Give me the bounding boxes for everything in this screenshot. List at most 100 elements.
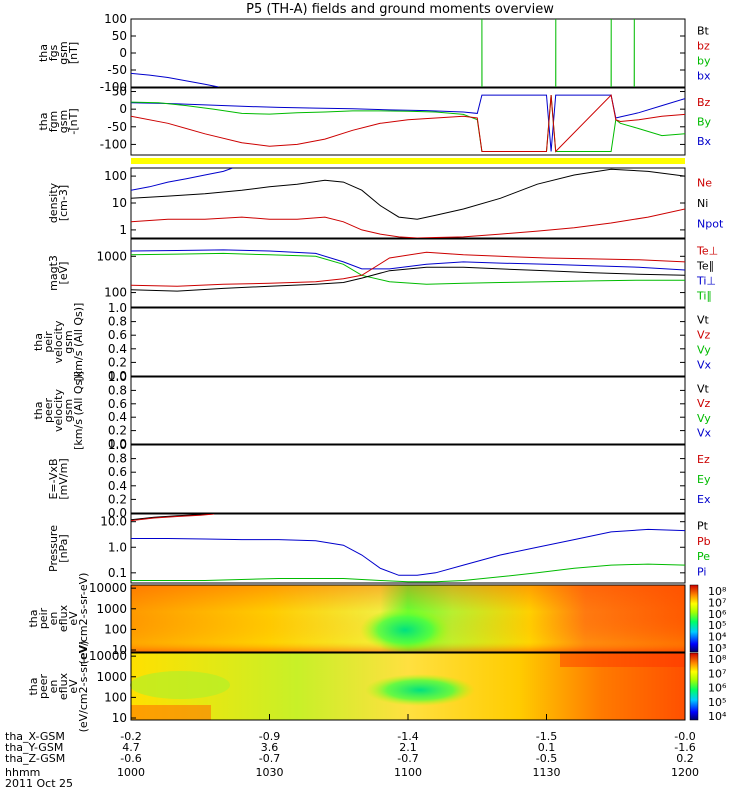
y-tick-label: 50 xyxy=(112,85,127,99)
coord-value: 0.2 xyxy=(676,752,694,765)
series-Te⊥ xyxy=(131,251,685,287)
legend-Ni: Ni xyxy=(697,197,708,210)
y-tick-label: 0.0 xyxy=(108,369,127,383)
y-axis-label: [nT] xyxy=(67,42,80,64)
coord-value: -1.5 xyxy=(536,730,557,743)
series-Ti∥ xyxy=(131,252,685,285)
legend-Vz: Vz xyxy=(697,329,711,342)
y-tick-label: -100 xyxy=(100,80,127,94)
y-axis-label: velocity xyxy=(52,389,65,432)
yellow-bar xyxy=(131,158,685,164)
y-axis-label: tha xyxy=(37,112,50,130)
legend-Ne: Ne xyxy=(697,176,712,189)
legend-Vx: Vx xyxy=(697,359,712,372)
colorbar-peer xyxy=(689,652,699,721)
y-axis-label: eV xyxy=(67,611,80,626)
chart-title: P5 (TH-A) fields and ground moments over… xyxy=(246,2,554,17)
panel-pressure: 10.0 1.0 0.1 Pressure[nPa] Pt Pb Pe Pi xyxy=(47,513,711,584)
coord-value: -0.9 xyxy=(259,730,280,743)
panel-peir_spec: 10000 1000 100 10 thapeirenefluxeV(eV/cm2-s-… xyxy=(27,573,727,665)
y-axis-label: eflux xyxy=(57,672,70,700)
y-tick-label: 100 xyxy=(104,622,127,636)
y-axis-label: eV xyxy=(67,679,80,694)
series-Npot xyxy=(131,168,233,191)
date-label: 2011 Oct 25 xyxy=(5,777,73,790)
y-tick-label: 0.6 xyxy=(108,397,127,411)
legend-Te∥: Te∥ xyxy=(696,260,714,273)
series-Pi xyxy=(131,528,685,576)
y-tick-label: 10 xyxy=(112,643,127,657)
y-axis-label: [eV] xyxy=(57,262,70,285)
y-tick-label: 0.6 xyxy=(108,328,127,342)
y-axis-label: peer xyxy=(37,674,50,700)
series-Te∥ xyxy=(131,266,685,292)
panel-frame xyxy=(130,18,686,88)
x-tick-label: 1000 xyxy=(117,766,145,779)
y-tick-label: 1.0 xyxy=(108,540,127,554)
coord-value: 0.1 xyxy=(538,741,556,754)
y-axis-label: fgs xyxy=(47,44,60,61)
legend-Vx: Vx xyxy=(697,427,712,440)
series-Pb xyxy=(131,514,215,522)
y-axis-label: gsm xyxy=(62,399,75,422)
y-axis-label: en xyxy=(47,680,60,694)
colorbar-tick: 10³ xyxy=(708,642,726,655)
legend-Vy: Vy xyxy=(697,412,711,425)
y-tick-label: 0 xyxy=(119,102,127,116)
panel-frame xyxy=(130,87,686,156)
coord-value: 2.1 xyxy=(399,741,417,754)
y-axis-label: tha xyxy=(32,333,45,351)
y-tick-label: 0.2 xyxy=(108,492,127,506)
y-tick-label: 0.6 xyxy=(108,465,127,479)
y-tick-label: 10 xyxy=(112,711,127,725)
panel-temp: 1000 100 magt3[eV] Te⊥ Te∥ Ti⊥ Ti∥ xyxy=(47,238,718,308)
x-tick-label: 1200 xyxy=(671,766,699,779)
panel-frame xyxy=(130,376,686,445)
coord-value: 3.6 xyxy=(261,741,279,754)
legend-Bx: Bx xyxy=(697,135,712,148)
y-axis-label: [mV/m] xyxy=(57,458,70,499)
y-tick-label: 0.8 xyxy=(108,315,127,329)
legend-by: by xyxy=(697,55,711,68)
y-tick-label: 0.4 xyxy=(108,479,127,493)
y-axis-label: magt3 xyxy=(47,255,60,291)
y-tick-label: 10.0 xyxy=(100,515,127,529)
y-axis-label: peir xyxy=(37,607,50,629)
panel-frame xyxy=(130,307,686,377)
y-tick-label: 1.0 xyxy=(108,370,127,384)
peir-spectrogram xyxy=(130,584,686,653)
colorbar-tick: 10⁸ xyxy=(708,585,727,598)
y-axis-label: tha xyxy=(27,677,40,695)
y-axis-label: Pressure xyxy=(47,525,60,572)
colorbar-tick: 10⁸ xyxy=(708,653,727,666)
y-tick-label: 1000 xyxy=(96,602,127,616)
legend-Vy: Vy xyxy=(697,344,711,357)
legend-bz: bz xyxy=(697,40,710,53)
legend-Pe: Pe xyxy=(697,550,710,563)
y-tick-label: 1.0 xyxy=(108,438,127,452)
y-axis-label: gsm xyxy=(62,330,75,353)
colorbar-tick: 10⁵ xyxy=(708,619,726,632)
y-tick-label: 0.1 xyxy=(108,566,127,580)
legend-Npot: Npot xyxy=(697,218,724,231)
x-tick-label: 1030 xyxy=(256,766,284,779)
y-axis-label: eflux xyxy=(57,604,70,632)
y-tick-label: 0.8 xyxy=(108,452,127,466)
coord-value: 4.7 xyxy=(122,741,140,754)
coord-value: -0.7 xyxy=(397,752,418,765)
colorbar-tick: 10⁴ xyxy=(708,631,727,644)
y-tick-label: 10000 xyxy=(89,649,127,663)
peer-spectrogram xyxy=(130,652,686,721)
y-axis-label: en xyxy=(47,612,60,626)
coord-value: -0.7 xyxy=(259,752,280,765)
legend-Ti⊥: Ti⊥ xyxy=(696,275,716,288)
y-tick-label: 1.0 xyxy=(108,301,127,315)
x-tick-label: 1130 xyxy=(533,766,561,779)
y-axis-label: [km/s (All Qs)] xyxy=(72,303,85,382)
series-Pe xyxy=(131,563,685,583)
legend-Vt: Vt xyxy=(697,314,710,327)
y-axis-label: density xyxy=(47,182,60,223)
panel-frame xyxy=(130,167,686,239)
coord-value: -0.0 xyxy=(674,730,695,743)
y-tick-label: 0.2 xyxy=(108,424,127,438)
